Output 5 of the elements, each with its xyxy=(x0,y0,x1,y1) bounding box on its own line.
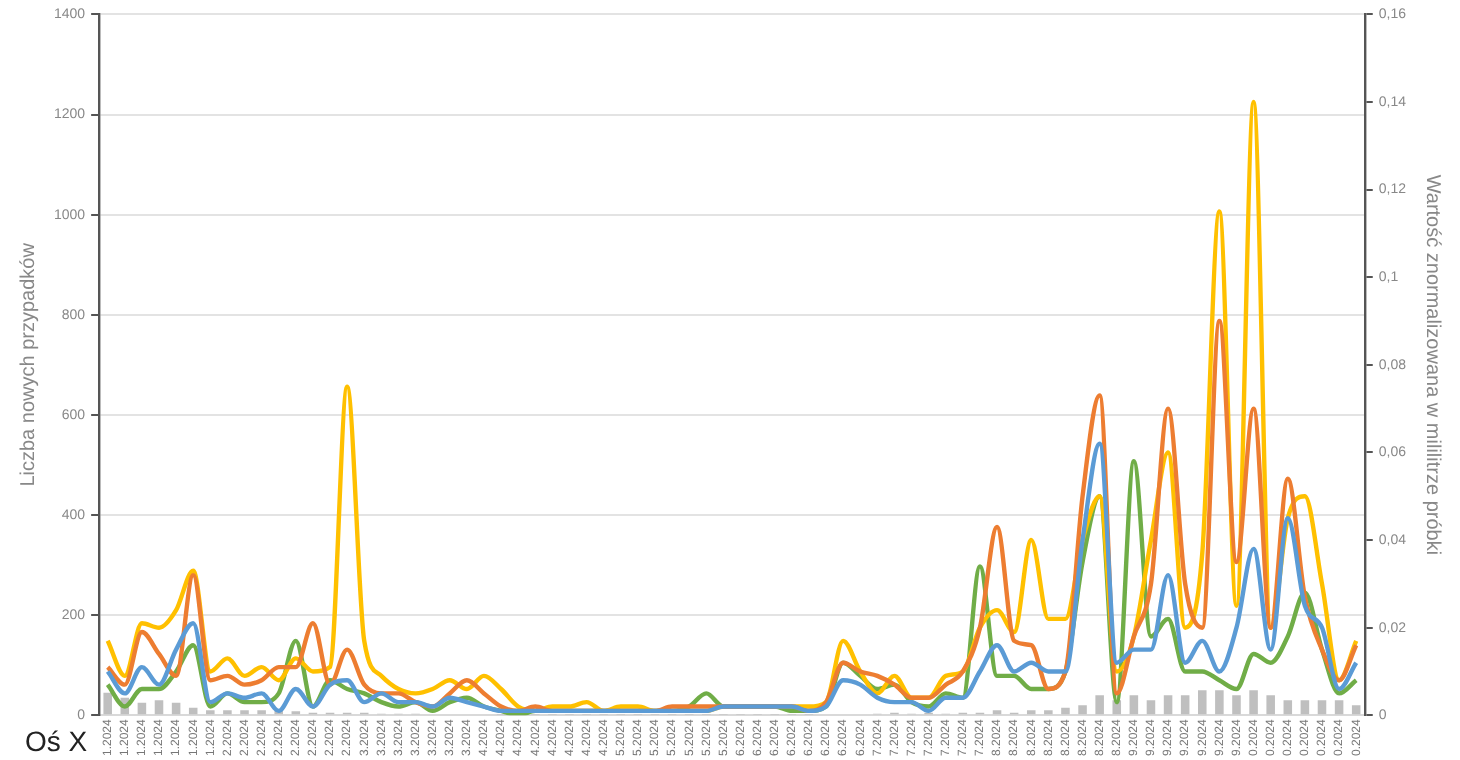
x-axis-title: Oś X xyxy=(24,725,89,758)
y2-axis-title: Wartość znormalizowana w mililitrze próbki xyxy=(1420,174,1443,556)
y-axis-title: Liczba nowych przypadków xyxy=(17,241,40,487)
line-series xyxy=(105,318,1359,714)
line-series xyxy=(105,99,1359,714)
